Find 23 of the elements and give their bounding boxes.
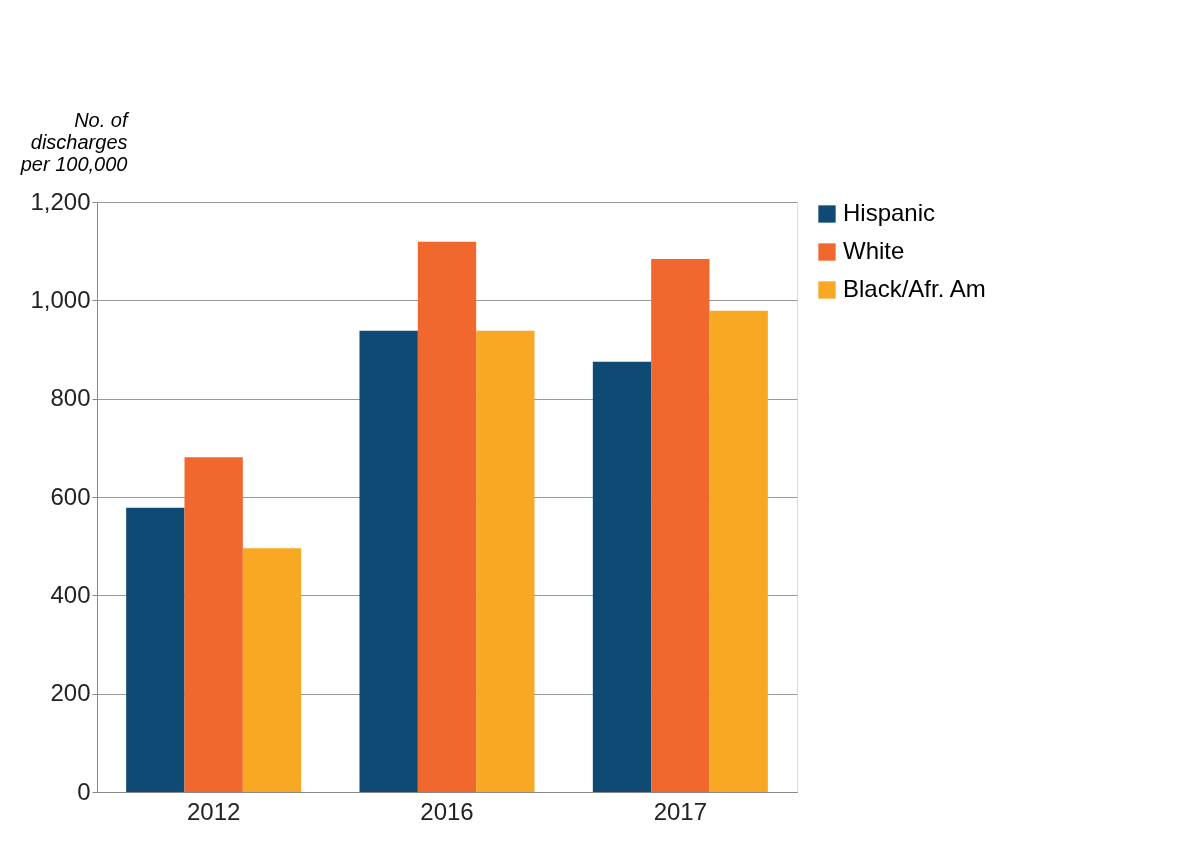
y-tick-label: 1,000	[30, 285, 91, 313]
x-tick-label: 2012	[186, 797, 241, 825]
y-axis-title: No. of discharges per 100,000	[19, 108, 130, 175]
bar	[126, 507, 185, 792]
bar	[476, 330, 535, 792]
y-tick-label: 800	[50, 384, 91, 412]
legend-label: Black/Afr. Am	[843, 275, 986, 302]
y-tick-label: 0	[77, 777, 91, 805]
x-tick-label: 2016	[420, 797, 474, 825]
legend-label: White	[843, 237, 905, 264]
y-tick-label: 400	[50, 580, 91, 608]
bar	[359, 330, 418, 792]
x-tick-label: 2017	[653, 797, 708, 825]
legend-label: Hispanic	[843, 199, 936, 226]
bar	[592, 361, 652, 792]
y-tick-label: 200	[50, 679, 91, 707]
bar	[709, 310, 768, 792]
y-tick-label: 600	[50, 482, 91, 510]
bar	[417, 241, 477, 792]
y-tick-label: 1,200	[30, 187, 91, 215]
bar	[651, 259, 710, 792]
bar	[184, 457, 243, 792]
bar	[242, 548, 302, 792]
